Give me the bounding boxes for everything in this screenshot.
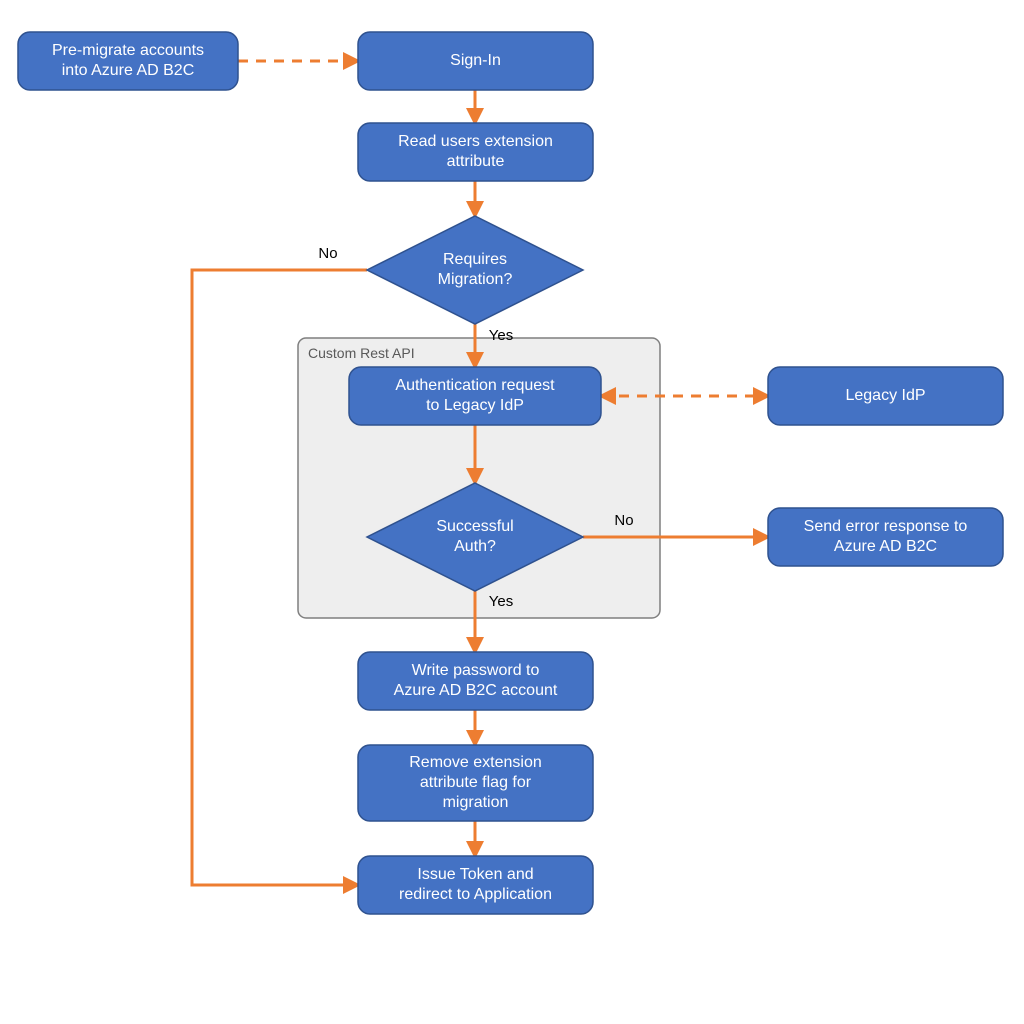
node-label-premigrate-1: into Azure AD B2C <box>62 62 195 79</box>
flowchart-canvas: Custom Rest API Yes No No Yes Pre-migrate acc… <box>0 0 1024 1024</box>
node-signin: Sign-In <box>358 32 593 90</box>
edge-label-e-reqmig-no: No <box>318 245 337 262</box>
node-label-issuetoken-0: Issue Token and <box>417 866 533 883</box>
node-issuetoken: Issue Token and redirect to Application <box>358 856 593 914</box>
node-label-okauth-1: Auth? <box>454 538 496 555</box>
node-label-authreq-1: to Legacy IdP <box>426 397 524 414</box>
node-label-reqmig-1: Migration? <box>438 271 513 288</box>
node-label-readattr-0: Read users extension <box>398 133 553 150</box>
node-authreq: Authentication request to Legacy IdP <box>349 367 601 425</box>
node-label-signin-0: Sign-In <box>450 52 501 69</box>
node-senderr: Send error response to Azure AD B2C <box>768 508 1003 566</box>
edge-label-e-okauth-no: No <box>614 512 633 529</box>
node-label-removeflag-2: migration <box>443 794 509 811</box>
edge-label-e-okauth-yes: Yes <box>489 593 513 610</box>
node-label-premigrate-0: Pre-migrate accounts <box>52 42 204 59</box>
node-removeflag: Remove extension attribute flag for migrat… <box>358 745 593 821</box>
node-readattr: Read users extension attribute <box>358 123 593 181</box>
node-premigrate: Pre-migrate accounts into Azure AD B2C <box>18 32 238 90</box>
group-label-custom-rest-api: Custom Rest API <box>308 345 415 361</box>
node-legacyidp: Legacy IdP <box>768 367 1003 425</box>
node-reqmig: Requires Migration? <box>367 216 583 324</box>
node-label-senderr-0: Send error response to <box>804 518 968 535</box>
node-label-writepw-0: Write password to <box>412 662 540 679</box>
node-label-readattr-1: attribute <box>447 153 505 170</box>
node-label-okauth-0: Successful <box>436 518 513 535</box>
node-label-removeflag-1: attribute flag for <box>420 774 532 791</box>
node-label-authreq-0: Authentication request <box>395 377 555 394</box>
node-writepw: Write password to Azure AD B2C account <box>358 652 593 710</box>
edge-label-e-reqmig-yes: Yes <box>489 327 513 344</box>
node-label-issuetoken-1: redirect to Application <box>399 886 552 903</box>
node-label-reqmig-0: Requires <box>443 251 507 268</box>
node-label-writepw-1: Azure AD B2C account <box>394 682 558 699</box>
node-label-legacyidp-0: Legacy IdP <box>845 387 925 404</box>
node-label-removeflag-0: Remove extension <box>409 754 542 771</box>
node-label-senderr-1: Azure AD B2C <box>834 538 937 555</box>
